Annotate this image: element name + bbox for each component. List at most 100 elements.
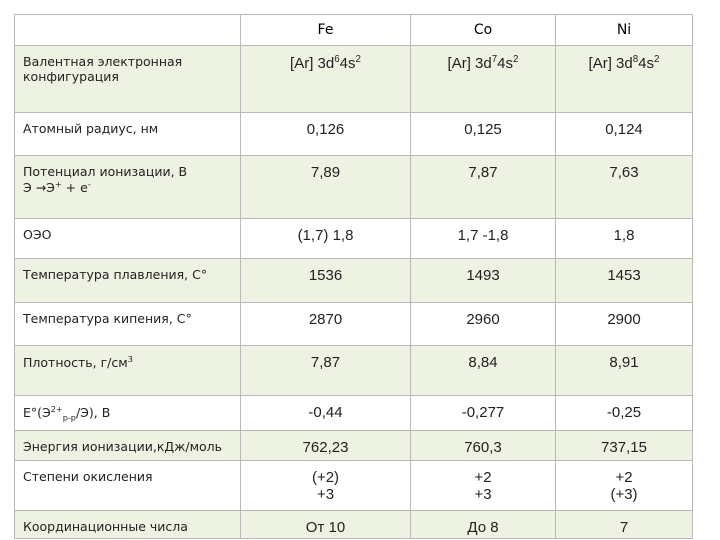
- value-cell: 762,23: [240, 430, 411, 461]
- value-cell: До 8: [410, 510, 556, 539]
- cell-text: 1,7 -1,8: [457, 227, 509, 244]
- cell-text: 1536: [308, 267, 343, 284]
- header-cell: Fe: [240, 14, 411, 46]
- table-row: Координационные числа От 10 До 8 7: [14, 510, 693, 539]
- subscript: р-р: [62, 412, 76, 423]
- value-cell: 1536: [240, 258, 411, 303]
- superscript: 6: [334, 54, 340, 65]
- table-row: Степени окисления (+2) +3 +2 +3 +2 (+3): [14, 460, 693, 511]
- value-cell: 0,125: [410, 112, 556, 156]
- cell-line: E°(Э2+р-р/Э), В: [23, 404, 232, 423]
- cell-line: [Ar] 3d64s2: [249, 54, 402, 72]
- row-label: Температура кипения, С°: [14, 302, 241, 346]
- cell-text: Валентная электронная конфигурация: [23, 54, 183, 84]
- text: [Ar] 3d: [290, 55, 335, 72]
- text: 4s: [497, 55, 514, 72]
- table-wrap: Fe Co Ni Валентная электронная конфигурация…: [14, 14, 693, 539]
- cell-text: 0,124: [605, 121, 643, 138]
- text: 4s: [638, 55, 655, 72]
- cell-line: +2: [564, 469, 684, 486]
- cell-line: [Ar] 3d74s2: [419, 54, 547, 72]
- cell-text: 7,87: [468, 164, 498, 181]
- cell-text: 0,126: [306, 121, 345, 138]
- superscript: 2: [513, 54, 519, 65]
- text: Э →Э: [23, 180, 55, 196]
- header-cell: [14, 14, 241, 46]
- table-row: ОЭО (1,7) 1,8 1,7 -1,8 1,8: [14, 218, 693, 259]
- superscript: -: [87, 179, 91, 189]
- text: 4s: [339, 55, 356, 72]
- table-row: Валентная электронная конфигурация [Ar] 3…: [14, 45, 693, 113]
- cell-text: 762,23: [302, 439, 349, 456]
- value-cell: 760,3: [410, 430, 556, 461]
- text: +3: [474, 486, 492, 503]
- header-row: Fe Co Ni: [14, 14, 693, 46]
- value-cell: 7: [555, 510, 693, 539]
- cell-line: (+3): [564, 486, 684, 503]
- row-label: Плотность, г/см3: [14, 345, 241, 396]
- value-cell: -0,277: [410, 395, 556, 431]
- superscript: 2: [355, 54, 361, 65]
- value-cell: 2870: [240, 302, 411, 346]
- cell-text: До 8: [467, 519, 499, 536]
- value-cell: 2960: [410, 302, 556, 346]
- row-label: E°(Э2+р-р/Э), В: [14, 395, 241, 431]
- cell-line: Потенциал ионизации, В: [23, 164, 232, 179]
- value-cell: 1,8: [555, 218, 693, 259]
- table-row: E°(Э2+р-р/Э), В -0,44 -0,277 -0,25: [14, 395, 693, 431]
- cell-line: Э →Э+ + e-: [23, 179, 232, 195]
- text: E°(Э: [23, 405, 51, 421]
- cell-text: 2870: [308, 311, 343, 328]
- cell-text: 7,63: [609, 164, 639, 181]
- text: Плотность, г/см: [23, 355, 128, 371]
- superscript: 7: [491, 54, 498, 65]
- cell-line: Плотность, г/см3: [23, 354, 232, 370]
- cell-line: +2: [419, 469, 547, 486]
- cell-text: 0,125: [464, 121, 502, 138]
- value-cell: 2900: [555, 302, 693, 346]
- cell-text: 7: [619, 519, 629, 536]
- superscript: 2: [654, 54, 660, 65]
- cell-text: 7,87: [310, 354, 341, 371]
- cell-text: От 10: [305, 519, 346, 536]
- text: (+2): [311, 469, 340, 486]
- cell-text: 7,89: [310, 164, 341, 181]
- cell-text: 1,8: [613, 227, 635, 244]
- value-cell: 8,84: [410, 345, 556, 396]
- cell-text: Температура кипения, С°: [23, 311, 192, 326]
- cell-text: Координационные числа: [23, 519, 188, 534]
- value-cell: 0,124: [555, 112, 693, 156]
- value-cell: 737,15: [555, 430, 693, 461]
- value-cell: 7,89: [240, 155, 411, 219]
- row-label: Координационные числа: [14, 510, 241, 539]
- value-cell: От 10: [240, 510, 411, 539]
- table-row: Плотность, г/см3 7,87 8,84 8,91: [14, 345, 693, 396]
- cell-text: Температура плавления, С°: [23, 267, 208, 282]
- value-cell: (+2) +3: [240, 460, 411, 511]
- text: + e: [61, 180, 88, 196]
- cell-text: 737,15: [601, 439, 647, 456]
- superscript: 8: [632, 54, 639, 65]
- value-cell: 8,91: [555, 345, 693, 396]
- row-label: Валентная электронная конфигурация: [14, 45, 241, 113]
- row-label: Энергия ионизации,кДж/моль: [14, 430, 241, 461]
- value-cell: 1453: [555, 258, 693, 303]
- cell-text: -0,25: [606, 404, 642, 421]
- text: /Э), В: [75, 405, 111, 421]
- cell-line: (+2): [249, 469, 402, 486]
- header-cell: Ni: [555, 14, 693, 46]
- table: Fe Co Ni Валентная электронная конфигурация…: [14, 14, 693, 539]
- value-cell: 7,87: [240, 345, 411, 396]
- value-cell: [Ar] 3d84s2: [555, 45, 693, 113]
- header-cell: Co: [410, 14, 556, 46]
- text: Потенциал ионизации, В: [23, 164, 188, 179]
- value-cell: +2 +3: [410, 460, 556, 511]
- cell-text: 2960: [466, 311, 500, 328]
- table-row: Энергия ионизации,кДж/моль 762,23 760,3 737…: [14, 430, 693, 461]
- superscript: 2+: [50, 404, 63, 414]
- table-row: Температура плавления, С° 1536 1493 1453: [14, 258, 693, 303]
- value-cell: -0,44: [240, 395, 411, 431]
